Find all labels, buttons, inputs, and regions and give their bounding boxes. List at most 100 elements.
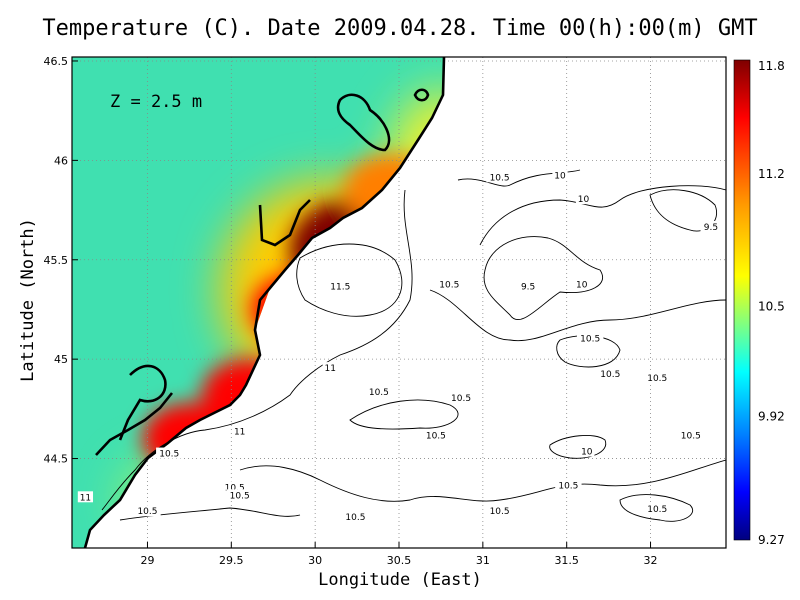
contour-label-24: 10.5 [490, 507, 510, 517]
colorbar [734, 60, 750, 540]
contour-label-bg-26 [77, 491, 94, 503]
contour-10-cold-patch [549, 434, 607, 459]
colorbar-tick-label-4: 9.27 [758, 533, 785, 547]
contour-9-5-center [483, 236, 603, 321]
coast-shelf-edge [95, 392, 174, 456]
contour-label-10: 10.5 [600, 370, 620, 380]
contour-label-bg-0 [486, 171, 513, 183]
contour-label-bg-14 [232, 425, 248, 437]
nodata-region-top-right [550, 57, 726, 163]
coastline [83, 57, 446, 548]
x-tick-label-5: 31.5 [554, 554, 579, 567]
nodata-region-right-edge [720, 160, 726, 548]
contour-label-20: 10.5 [230, 491, 250, 501]
contour-label-21: 10.5 [137, 507, 157, 517]
contour-label-6: 10 [576, 281, 588, 291]
chart-title: Temperature (C). Date 2009.04.28. Time 0… [42, 16, 758, 41]
contour-10-5-south [239, 459, 726, 502]
cold-spot-0 [487, 224, 613, 296]
colorbar-tick-label-3: 9.92 [758, 410, 785, 424]
contour-label-bg-12 [365, 385, 393, 397]
contour-10-5-southeast [619, 494, 693, 522]
x-tick-label-6: 32 [644, 554, 658, 567]
contour-label-16: 10 [581, 448, 593, 458]
y-tick-label-4: 46.5 [44, 55, 69, 68]
contour-10-5-patch-b [349, 399, 459, 430]
contour-label-bg-6 [574, 278, 590, 290]
colorbar-tick-label-1: 11.2 [758, 167, 785, 181]
contour-label-9: 11 [325, 364, 336, 374]
contour-label-bg-20 [226, 489, 253, 501]
contour-label-bg-18 [156, 447, 183, 459]
colorbar-tick-label-2: 10.5 [758, 300, 785, 314]
x-tick-label-2: 30 [308, 554, 322, 567]
contour-label-15: 10.5 [426, 432, 446, 442]
contour-label-bg-10 [597, 368, 624, 380]
colorbar-ticks: 11.8 11.2 10.5 9.92 9.27 [758, 59, 785, 547]
coast-lagoon-north [336, 93, 391, 152]
y-tick-label-3: 46 [54, 154, 68, 167]
hot-spot-3 [142, 402, 237, 475]
cold-spot-2 [659, 196, 743, 244]
contour-lines [101, 169, 726, 522]
contour-label-13: 10.5 [451, 394, 471, 404]
field-zone-yellow-band [380, 90, 444, 330]
contour-label-12: 10.5 [369, 388, 389, 398]
x-tick-label-4: 31 [476, 554, 490, 567]
y-ticks: 44.5 45 45.5 46 46.5 [44, 55, 78, 466]
contour-label-bg-21 [134, 505, 161, 517]
contour-label-bg-4 [436, 278, 463, 290]
contour-10-west [479, 185, 726, 246]
contour-label-bg-15 [422, 429, 450, 441]
contour-10-5-center [429, 289, 726, 342]
y-tick-label-2: 45.5 [44, 254, 69, 267]
contour-11-5 [296, 243, 403, 317]
x-ticks: 29 29.5 30 30.5 31 31.5 32 [140, 542, 658, 567]
contour-label-bg-3 [700, 220, 722, 232]
depth-annotation: Z = 2.5 m [110, 92, 202, 112]
field-zone-south-green [220, 390, 444, 548]
contour-label-bg-23 [555, 479, 582, 491]
y-tick-label-1: 45 [54, 353, 68, 366]
x-axis-label: Longitude (East) [318, 570, 482, 590]
contour-label-bg-16 [579, 445, 595, 457]
colorbar-tick-label-0: 11.8 [758, 59, 785, 73]
coast-small-island [413, 88, 430, 102]
contour-label-1: 10 [554, 171, 566, 181]
coast-main [83, 57, 446, 548]
contour-label-2: 10 [578, 195, 590, 205]
contour-label-bg-11 [644, 372, 671, 384]
contour-label-0: 10.5 [490, 173, 510, 183]
contour-label-bg-24 [486, 505, 513, 517]
x-tick-label-1: 29.5 [219, 554, 244, 567]
contour-label-22: 10.5 [345, 513, 365, 523]
contour-label-18: 10.5 [159, 450, 179, 460]
contour-11 [101, 189, 413, 511]
colorbar-frame [733, 59, 751, 541]
contour-label-7: 11.5 [330, 283, 350, 293]
y-tick-label-0: 44.5 [44, 453, 69, 466]
contour-label-bg-9 [322, 362, 338, 374]
contour-label-bg-8 [576, 332, 604, 344]
contour-label-25: 10.5 [647, 505, 667, 515]
contour-label-26: 11 [80, 493, 91, 503]
contour-label-23: 10.5 [558, 481, 578, 491]
x-tick-label-0: 29 [140, 554, 154, 567]
contour-10-5-southwest [119, 507, 301, 521]
contour-label-8: 10.5 [580, 334, 600, 344]
contour-label-bg-13 [447, 391, 475, 403]
contour-label-17: 10.5 [681, 432, 701, 442]
contour-label-11: 10.5 [647, 374, 667, 384]
contour-label-3: 9.5 [704, 223, 718, 233]
coast-inlet-north [258, 199, 311, 247]
contour-label-bg-1 [552, 169, 568, 181]
coast-inlet-south [118, 364, 167, 441]
contour-label-19: 10.5 [225, 483, 245, 493]
hot-spot-4 [343, 154, 438, 227]
contour-label-5: 9.5 [521, 283, 535, 293]
contour-label-bg-2 [575, 193, 592, 205]
contour-label-bg-25 [644, 503, 671, 515]
